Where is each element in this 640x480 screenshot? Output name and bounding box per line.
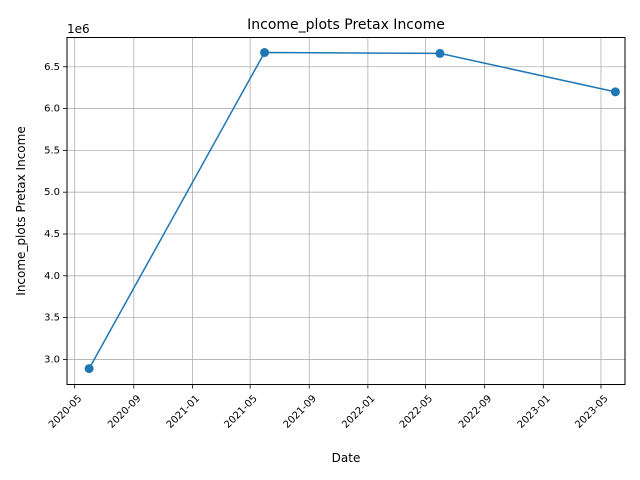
plot-area-frame (66, 37, 626, 385)
chart-title: Income_plots Pretax Income (247, 17, 445, 33)
y-tick-label: 6.0 (44, 104, 60, 115)
x-axis-label: Date (332, 451, 361, 465)
y-tick-label: 6.5 (44, 62, 60, 73)
y-axis-offset-label: 1e6 (67, 22, 90, 36)
data-point (610, 87, 620, 97)
y-tick-label: 4.5 (44, 229, 60, 240)
series-layer (84, 48, 620, 374)
data-point (260, 48, 270, 58)
grid (67, 37, 625, 385)
y-tick-label: 5.5 (44, 145, 60, 156)
y-tick-label: 4.0 (44, 271, 60, 282)
y-tick-label: 5.0 (44, 187, 60, 198)
data-point (435, 48, 445, 58)
y-tick-label: 3.0 (44, 354, 60, 365)
data-point (84, 364, 94, 374)
y-tick-label: 3.5 (44, 313, 60, 324)
series-line (88, 51, 616, 369)
y-axis-label: Income_plots Pretax Income (14, 126, 28, 295)
y-axis-ticks: 3.0 3.5 4.0 4.5 5.0 5.5 6.0 6.5 (44, 62, 67, 365)
